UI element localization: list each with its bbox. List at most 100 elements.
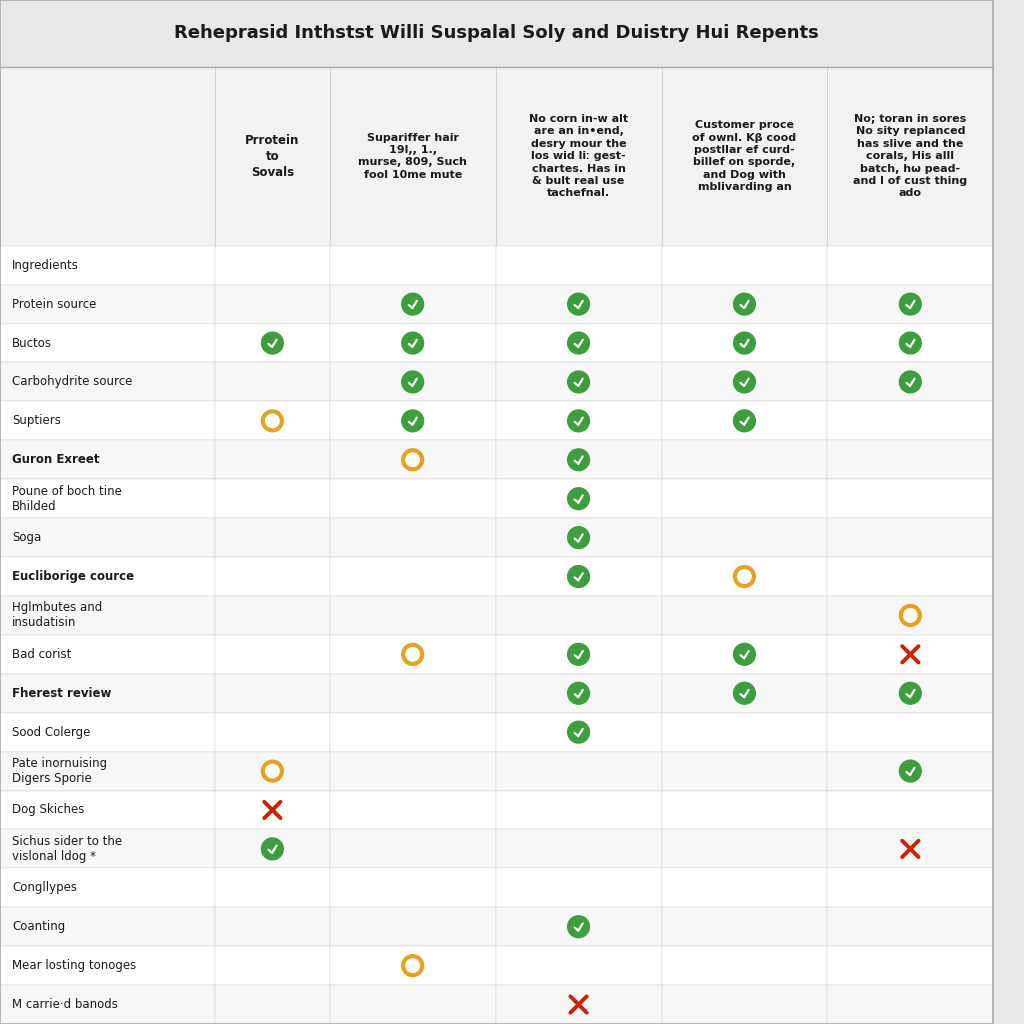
FancyBboxPatch shape bbox=[215, 829, 330, 868]
FancyBboxPatch shape bbox=[330, 67, 496, 246]
FancyBboxPatch shape bbox=[0, 752, 215, 791]
FancyBboxPatch shape bbox=[496, 907, 662, 946]
FancyBboxPatch shape bbox=[0, 246, 215, 285]
FancyBboxPatch shape bbox=[215, 596, 330, 635]
Circle shape bbox=[567, 410, 590, 432]
FancyBboxPatch shape bbox=[0, 0, 993, 67]
Circle shape bbox=[265, 764, 280, 778]
FancyBboxPatch shape bbox=[662, 868, 827, 907]
FancyBboxPatch shape bbox=[827, 596, 993, 635]
FancyBboxPatch shape bbox=[827, 285, 993, 324]
FancyBboxPatch shape bbox=[496, 985, 662, 1024]
FancyBboxPatch shape bbox=[496, 246, 662, 285]
Circle shape bbox=[406, 958, 420, 973]
FancyBboxPatch shape bbox=[215, 868, 330, 907]
FancyBboxPatch shape bbox=[330, 635, 496, 674]
FancyBboxPatch shape bbox=[496, 713, 662, 752]
FancyBboxPatch shape bbox=[827, 946, 993, 985]
FancyBboxPatch shape bbox=[827, 246, 993, 285]
Text: No corn in-w alt
are an in•end,
desry mour the
los wid liː gest-
chartes. Has in: No corn in-w alt are an in•end, desry mo… bbox=[529, 114, 628, 199]
Circle shape bbox=[401, 410, 424, 432]
FancyBboxPatch shape bbox=[215, 401, 330, 440]
Circle shape bbox=[733, 643, 756, 666]
FancyBboxPatch shape bbox=[496, 868, 662, 907]
Circle shape bbox=[899, 371, 922, 393]
FancyBboxPatch shape bbox=[662, 440, 827, 479]
FancyBboxPatch shape bbox=[330, 401, 496, 440]
FancyBboxPatch shape bbox=[827, 518, 993, 557]
Circle shape bbox=[567, 721, 590, 743]
FancyBboxPatch shape bbox=[827, 557, 993, 596]
Text: Ingredients: Ingredients bbox=[12, 259, 79, 271]
FancyBboxPatch shape bbox=[827, 985, 993, 1024]
FancyBboxPatch shape bbox=[215, 557, 330, 596]
FancyBboxPatch shape bbox=[0, 985, 215, 1024]
FancyBboxPatch shape bbox=[496, 596, 662, 635]
FancyBboxPatch shape bbox=[662, 246, 827, 285]
Circle shape bbox=[261, 332, 284, 354]
Circle shape bbox=[899, 293, 922, 315]
Text: Customer proce
of ownl. Kβ cood
postllar ef curd-
billef on sporde,
and Dog with: Customer proce of ownl. Kβ cood postllar… bbox=[692, 120, 797, 193]
FancyBboxPatch shape bbox=[827, 791, 993, 829]
Circle shape bbox=[567, 487, 590, 510]
FancyBboxPatch shape bbox=[662, 985, 827, 1024]
FancyBboxPatch shape bbox=[215, 324, 330, 362]
Circle shape bbox=[733, 371, 756, 393]
Text: Eucliborige cource: Eucliborige cource bbox=[12, 570, 134, 583]
FancyBboxPatch shape bbox=[662, 907, 827, 946]
FancyBboxPatch shape bbox=[0, 440, 215, 479]
FancyBboxPatch shape bbox=[662, 557, 827, 596]
FancyBboxPatch shape bbox=[0, 67, 215, 246]
FancyBboxPatch shape bbox=[330, 674, 496, 713]
FancyBboxPatch shape bbox=[662, 596, 827, 635]
FancyBboxPatch shape bbox=[215, 440, 330, 479]
FancyBboxPatch shape bbox=[496, 752, 662, 791]
FancyBboxPatch shape bbox=[215, 67, 330, 246]
Circle shape bbox=[401, 643, 424, 666]
Circle shape bbox=[567, 643, 590, 666]
FancyBboxPatch shape bbox=[0, 401, 215, 440]
Text: Buctos: Buctos bbox=[12, 337, 52, 349]
Text: Supariffer hair
19l,, 1.,
murse, 809, Such
fool 10me mute: Supariffer hair 19l,, 1., murse, 809, Su… bbox=[358, 132, 467, 180]
Circle shape bbox=[567, 682, 590, 705]
Text: Sichus sider to the
vislonal ldog *: Sichus sider to the vislonal ldog * bbox=[12, 835, 123, 863]
FancyBboxPatch shape bbox=[330, 557, 496, 596]
Circle shape bbox=[406, 453, 420, 467]
FancyBboxPatch shape bbox=[662, 67, 827, 246]
FancyBboxPatch shape bbox=[330, 907, 496, 946]
Circle shape bbox=[401, 954, 424, 977]
FancyBboxPatch shape bbox=[662, 791, 827, 829]
Circle shape bbox=[261, 760, 284, 782]
FancyBboxPatch shape bbox=[330, 791, 496, 829]
Text: Bad corist: Bad corist bbox=[12, 648, 72, 660]
FancyBboxPatch shape bbox=[0, 868, 215, 907]
FancyBboxPatch shape bbox=[496, 285, 662, 324]
FancyBboxPatch shape bbox=[827, 479, 993, 518]
Circle shape bbox=[401, 332, 424, 354]
Circle shape bbox=[567, 293, 590, 315]
FancyBboxPatch shape bbox=[496, 324, 662, 362]
Text: Coanting: Coanting bbox=[12, 921, 66, 933]
FancyBboxPatch shape bbox=[496, 401, 662, 440]
FancyBboxPatch shape bbox=[0, 596, 215, 635]
FancyBboxPatch shape bbox=[215, 285, 330, 324]
FancyBboxPatch shape bbox=[330, 946, 496, 985]
Text: Suptiers: Suptiers bbox=[12, 415, 61, 427]
Text: Reheprasid Inthstst Willi Suspalal Soly and Duistry Hui Repents: Reheprasid Inthstst Willi Suspalal Soly … bbox=[174, 25, 819, 42]
Circle shape bbox=[733, 565, 756, 588]
FancyBboxPatch shape bbox=[662, 479, 827, 518]
FancyBboxPatch shape bbox=[215, 479, 330, 518]
FancyBboxPatch shape bbox=[496, 791, 662, 829]
Text: M carrie·d banods: M carrie·d banods bbox=[12, 998, 118, 1011]
Text: Dog Skiches: Dog Skiches bbox=[12, 804, 85, 816]
FancyBboxPatch shape bbox=[215, 713, 330, 752]
FancyBboxPatch shape bbox=[0, 791, 215, 829]
Circle shape bbox=[401, 449, 424, 471]
Circle shape bbox=[265, 414, 280, 428]
FancyBboxPatch shape bbox=[215, 946, 330, 985]
FancyBboxPatch shape bbox=[215, 791, 330, 829]
FancyBboxPatch shape bbox=[0, 518, 215, 557]
FancyBboxPatch shape bbox=[0, 829, 215, 868]
Circle shape bbox=[899, 682, 922, 705]
FancyBboxPatch shape bbox=[496, 674, 662, 713]
